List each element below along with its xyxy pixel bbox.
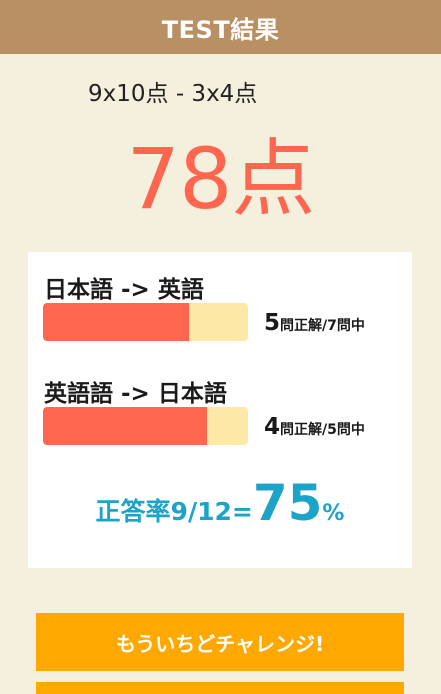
progress-fill-ja-en xyxy=(43,303,190,341)
section-label-en-ja: 英語語 -> 日本語 xyxy=(44,381,227,407)
accuracy-rate: 正答率9/12=75% xyxy=(28,474,412,532)
accuracy-value: 75 xyxy=(252,474,323,532)
progress-bar-en-ja xyxy=(43,407,248,445)
correct-count-en-ja: 4 xyxy=(264,414,281,440)
progress-bar-ja-en xyxy=(43,303,248,341)
score-formula: 9x10点 - 3x4点 xyxy=(88,81,258,107)
secondary-button[interactable] xyxy=(36,682,404,694)
total-score: 78点 xyxy=(126,130,316,228)
progress-fill-en-ja xyxy=(43,407,207,445)
results-card: 日本語 -> 英語 5問正解/7問中 英語語 -> 日本語 4問正解/5問中 正… xyxy=(28,252,412,568)
caption-text-en-ja: 問正解/5問中 xyxy=(280,422,365,438)
section-label-ja-en: 日本語 -> 英語 xyxy=(44,277,204,303)
page-title: TEST結果 xyxy=(161,15,280,44)
correct-count-ja-en: 5 xyxy=(264,310,281,336)
caption-text-ja-en: 問正解/7問中 xyxy=(280,318,365,334)
retry-button[interactable]: もういちどチャレンジ! xyxy=(36,613,404,671)
accuracy-unit: % xyxy=(322,501,345,526)
score-caption-ja-en: 5問正解/7問中 xyxy=(264,310,365,336)
accuracy-label: 正答率9/12= xyxy=(95,497,253,526)
score-caption-en-ja: 4問正解/5問中 xyxy=(264,414,365,440)
header-bar: TEST結果 xyxy=(0,0,441,54)
